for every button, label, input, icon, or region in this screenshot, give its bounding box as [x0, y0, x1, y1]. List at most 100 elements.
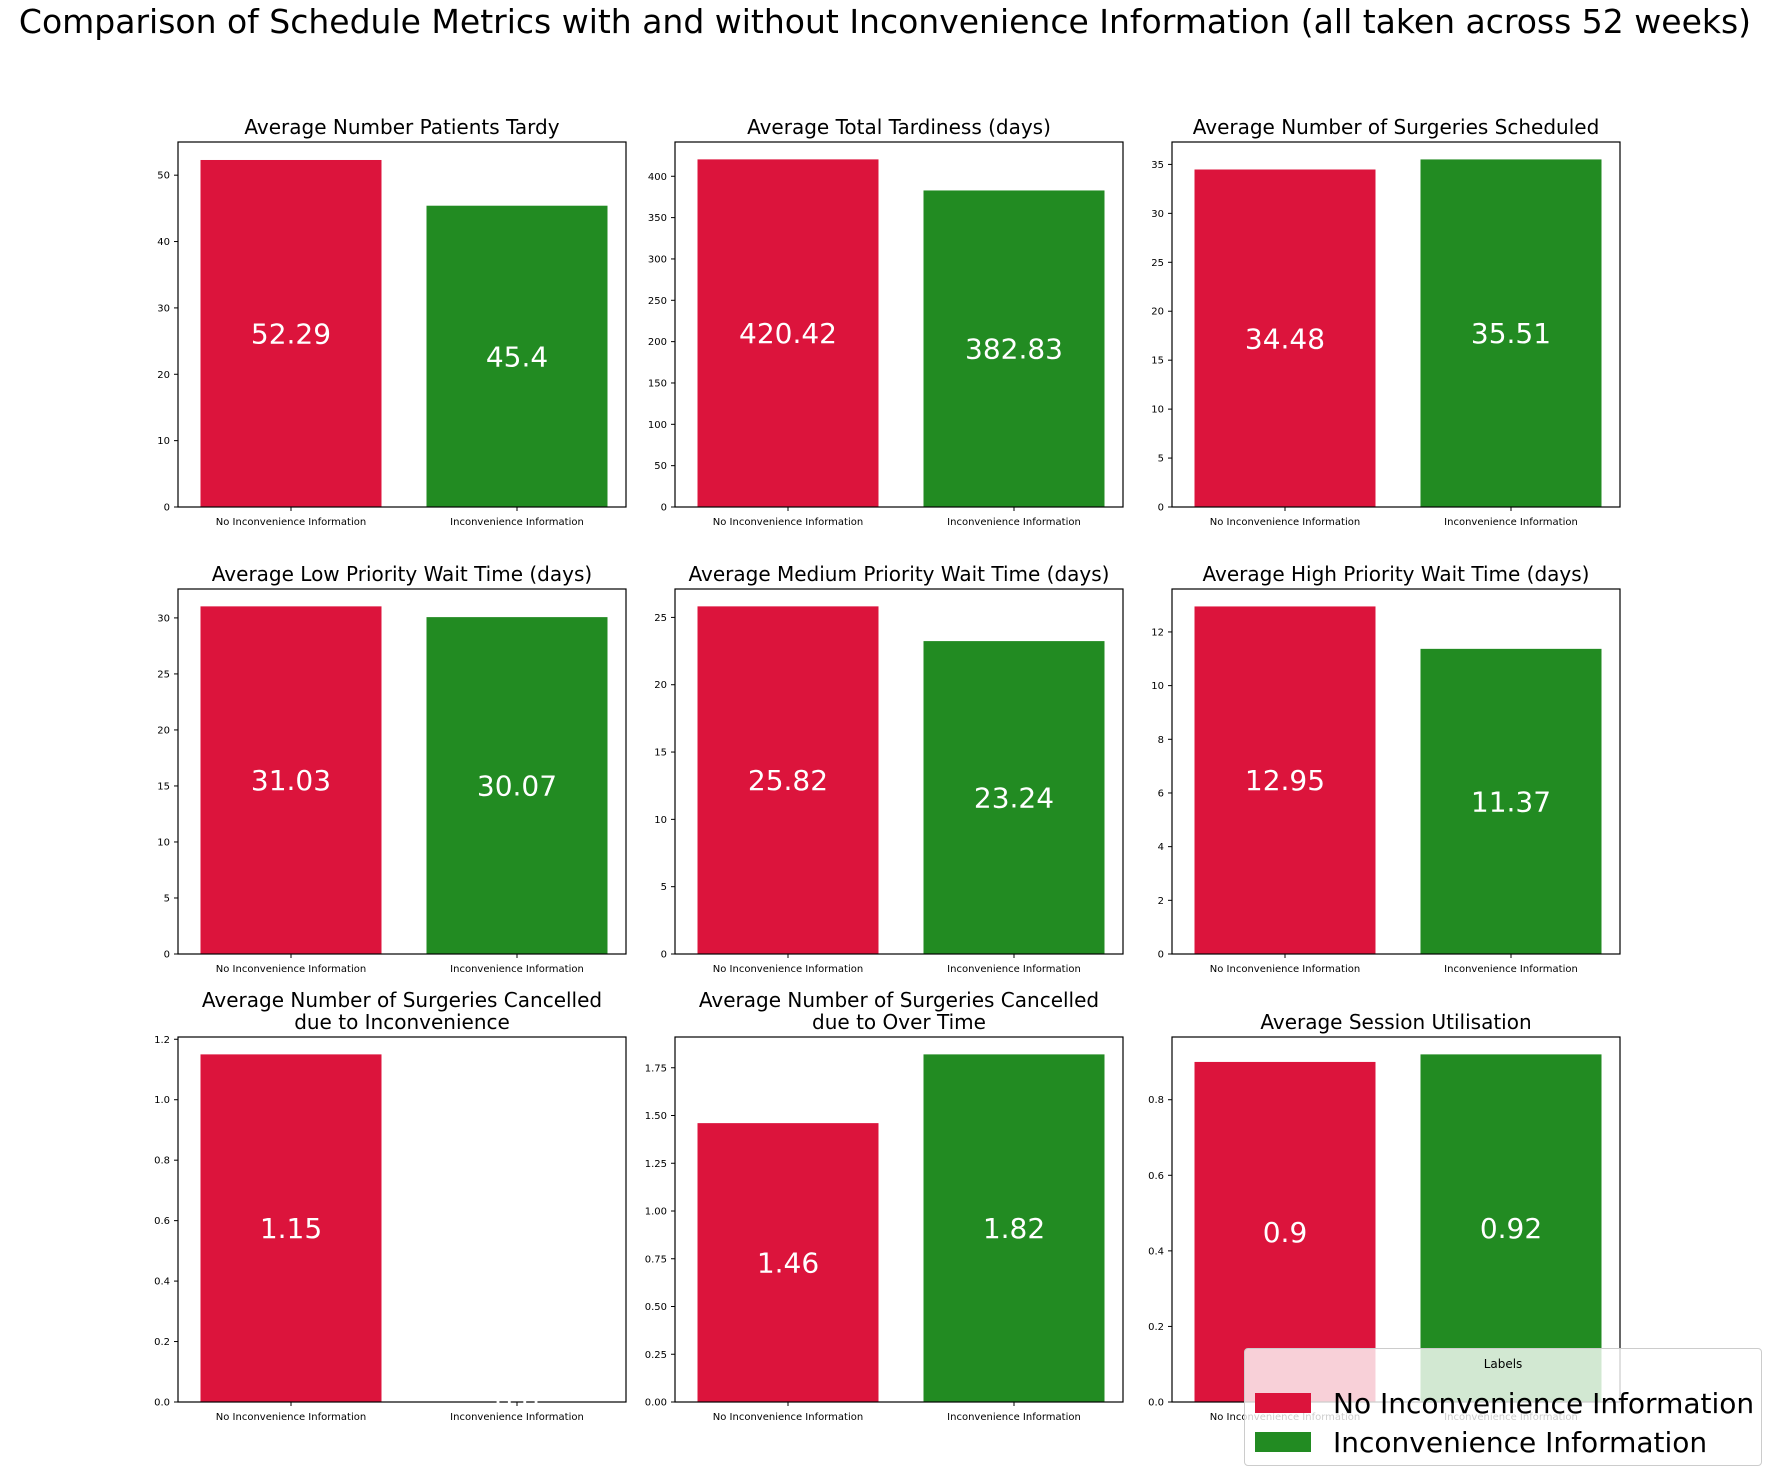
y-tick-label: 150: [648, 378, 667, 389]
y-tick-label: 0.0: [1148, 1398, 1164, 1409]
bar-no-info: [200, 159, 382, 507]
subplot-title: Average High Priority Wait Time (days): [1203, 562, 1590, 586]
y-tick-label: 0.4: [154, 1277, 170, 1288]
y-tick-label: 0.0: [154, 1398, 170, 1409]
value-label: 23.24: [974, 782, 1054, 815]
subplot-title: Average Medium Priority Wait Time (days): [689, 562, 1110, 586]
x-tick-label: Inconvenience Information: [947, 517, 1081, 528]
y-tick-label: 0.25: [645, 1350, 667, 1361]
subplot-title: Average Number Patients Tardy: [244, 115, 559, 139]
y-tick-label: 10: [1151, 681, 1164, 692]
bar-no-info: [200, 1054, 382, 1402]
x-tick-label: No Inconvenience Information: [713, 517, 863, 528]
value-label: 25.82: [748, 764, 828, 797]
y-tick-label: 20: [654, 680, 667, 691]
axes-frame: [177, 1036, 627, 1403]
y-tick-label: 20: [1151, 307, 1164, 318]
value-label: 31.03: [251, 764, 331, 797]
y-tick-label: 10: [157, 837, 170, 848]
y-tick-label: 1.50: [645, 1111, 667, 1122]
y-tick-label: 0: [661, 950, 667, 961]
x-tick-label: No Inconvenience Information: [1210, 964, 1360, 975]
subplot-title: due to Inconvenience: [294, 1010, 510, 1034]
y-tick-label: 10: [157, 436, 170, 447]
y-tick-label: 0.00: [645, 1398, 667, 1409]
y-tick-label: 0: [164, 503, 170, 514]
value-label: 52.29: [251, 317, 331, 350]
legend-label-info: Inconvenience Information: [1333, 1425, 1708, 1459]
y-tick-label: 30: [157, 303, 170, 314]
subplot-1: Average Number Patients Tardy 0 10 20 30 40 50…: [157, 115, 627, 528]
y-tick-label: 0.4: [1148, 1246, 1164, 1257]
bar-info: [1420, 648, 1602, 954]
value-label: 1.82: [983, 1212, 1045, 1245]
bar-info: [1420, 159, 1602, 507]
subplot-5: Average Medium Priority Wait Time (days)…: [654, 562, 1124, 975]
legend-title: Labels: [1483, 1357, 1523, 1371]
axes-frame: [177, 141, 627, 508]
y-tick-label: 0.8: [1148, 1095, 1164, 1106]
y-tick-label: 20: [157, 725, 170, 736]
y-tick-label: 25: [157, 669, 170, 680]
y-tick-label: 0.50: [645, 1302, 667, 1313]
y-tick-label: 0: [661, 503, 667, 514]
y-tick-label: 1.75: [645, 1063, 667, 1074]
bar-no-info: [697, 159, 879, 507]
y-tick-label: 15: [654, 748, 667, 759]
y-tick-label: 250: [648, 296, 667, 307]
x-tick-label: Inconvenience Information: [450, 517, 584, 528]
y-tick-label: 25: [654, 613, 667, 624]
bar-no-info: [1194, 1061, 1376, 1402]
y-tick-label: 4: [1158, 842, 1164, 853]
figure-title: Comparison of Schedule Metrics with and …: [19, 2, 1751, 41]
bar-no-info: [697, 606, 879, 954]
y-tick-label: 30: [1151, 209, 1164, 220]
x-tick-label: Inconvenience Information: [450, 1412, 584, 1423]
y-tick-label: 15: [1151, 356, 1164, 367]
y-tick-label: 0: [1158, 950, 1164, 961]
value-label: 0.9: [1263, 1216, 1308, 1249]
value-label: 34.48: [1245, 322, 1325, 355]
value-label: 30.07: [477, 770, 557, 803]
x-tick-label: No Inconvenience Information: [1210, 517, 1360, 528]
y-tick-label: 1.25: [645, 1159, 667, 1170]
bar-no-info: [200, 606, 382, 954]
axes-frame: [177, 588, 627, 955]
subplot-8: Average Number of Surgeries Cancelleddue…: [645, 988, 1124, 1423]
subplot-title: Average Total Tardiness (days): [747, 115, 1051, 139]
subplot-title: Average Low Priority Wait Time (days): [212, 562, 592, 586]
y-tick-label: 5: [1158, 454, 1164, 465]
value-label: 11.37: [1471, 785, 1551, 818]
y-tick-label: 20: [157, 370, 170, 381]
y-tick-label: 8: [1158, 735, 1164, 746]
y-tick-label: 0: [164, 950, 170, 961]
y-tick-label: 0.2: [1148, 1322, 1164, 1333]
x-tick-label: No Inconvenience Information: [713, 964, 863, 975]
y-tick-label: 5: [164, 893, 170, 904]
x-tick-label: No Inconvenience Information: [713, 1412, 863, 1423]
y-tick-label: 200: [648, 337, 667, 348]
value-label: 382.83: [965, 333, 1063, 366]
subplot-title: Average Number of Surgeries Cancelled: [699, 988, 1099, 1012]
subplot-grid: Average Number Patients Tardy01020304050…: [154, 115, 1621, 1423]
legend: Labels No Inconvenience Information Inco…: [1244, 1348, 1762, 1466]
bar-info: [923, 1054, 1105, 1402]
y-tick-label: 50: [654, 461, 667, 472]
legend-swatch-no-info: [1255, 1393, 1311, 1413]
y-tick-label: 0: [1158, 503, 1164, 514]
bar-info: [426, 617, 608, 954]
bar-info: [1420, 1054, 1602, 1402]
y-tick-label: 50: [157, 171, 170, 182]
x-tick-label: Inconvenience Information: [947, 1412, 1081, 1423]
legend-item-no-info: No Inconvenience Information: [1255, 1385, 1754, 1421]
bar-no-info: [1194, 606, 1376, 954]
y-tick-label: 100: [648, 420, 667, 431]
subplot-title: Average Number of Surgeries Scheduled: [1193, 115, 1600, 139]
y-tick-label: 0.8: [154, 1156, 170, 1167]
subplot-title: due to Over Time: [812, 1010, 986, 1034]
bar-no-info: [1194, 169, 1376, 507]
axes-frame: [1171, 588, 1621, 955]
value-label: 0.0: [495, 1386, 540, 1419]
y-tick-label: 10: [1151, 405, 1164, 416]
